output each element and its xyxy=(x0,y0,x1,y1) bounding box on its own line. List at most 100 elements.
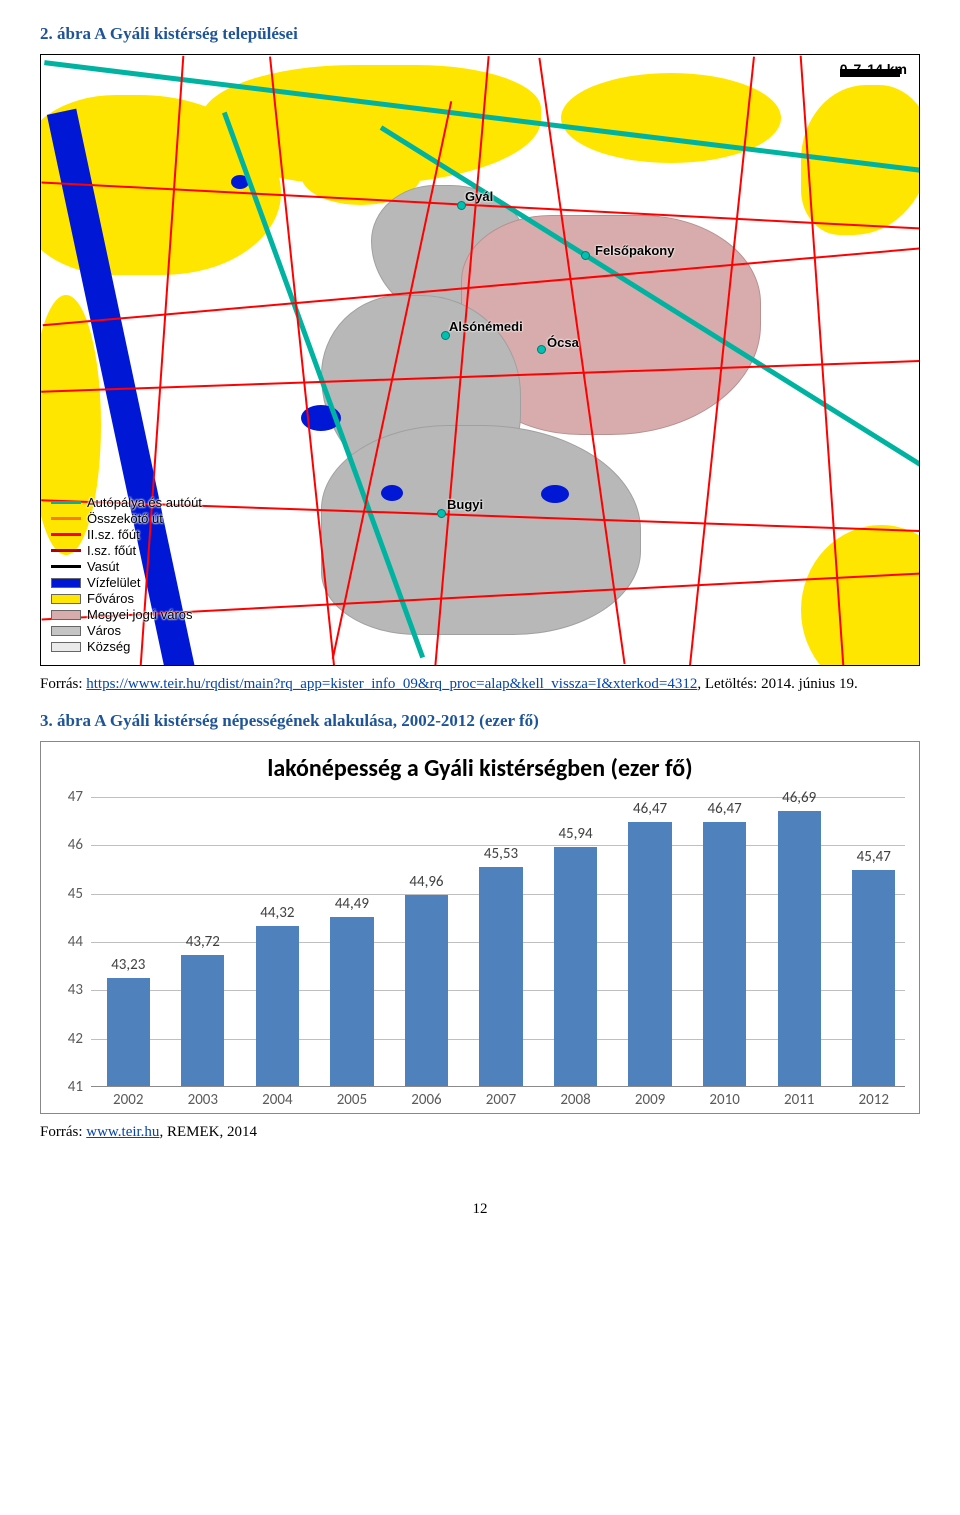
legend-row: Vízfelület xyxy=(51,575,202,590)
legend-swatch xyxy=(51,594,81,604)
legend-swatch xyxy=(51,626,81,636)
source-prefix: Forrás: xyxy=(40,1124,86,1140)
map-figure: 0 7 14 km Gyál Felsőpakony Alsónémedi xyxy=(40,54,920,666)
legend-row: II.sz. főút xyxy=(51,527,202,542)
settlement-node xyxy=(581,251,590,260)
figure2-source-link[interactable]: www.teir.hu xyxy=(86,1124,159,1140)
settlement-label: Gyál xyxy=(465,189,493,204)
bar xyxy=(554,847,597,1086)
legend-label: Összekötő út xyxy=(87,511,163,526)
figure2-heading: 3. ábra A Gyáli kistérség népességének a… xyxy=(40,711,920,731)
settlement-label: Felsőpakony xyxy=(595,243,674,258)
bar-value-label: 46,47 xyxy=(620,800,680,818)
source-suffix: , Letöltés: 2014. június 19. xyxy=(697,676,857,692)
bar xyxy=(181,955,224,1086)
bar xyxy=(628,822,671,1086)
source-prefix: Forrás: xyxy=(40,676,86,692)
figure1-source-link[interactable]: https://www.teir.hu/rqdist/main?rq_app=k… xyxy=(86,676,697,692)
settlement-node xyxy=(537,345,546,354)
x-tick-label: 2003 xyxy=(188,1091,218,1109)
water-area xyxy=(541,485,569,503)
legend-label: Megyei jogú város xyxy=(87,607,193,622)
bar-value-label: 44,32 xyxy=(247,904,307,922)
legend-swatch xyxy=(51,501,81,504)
settlement-label: Bugyi xyxy=(447,497,483,512)
legend-row: Főváros xyxy=(51,591,202,606)
y-tick-label: 42 xyxy=(49,1030,83,1048)
legend-label: II.sz. főút xyxy=(87,527,140,542)
x-tick-label: 2008 xyxy=(560,1091,590,1109)
bar-value-label: 46,47 xyxy=(695,800,755,818)
settlement-label: Ócsa xyxy=(547,335,579,350)
x-tick-label: 2007 xyxy=(486,1091,516,1109)
legend-swatch xyxy=(51,533,81,536)
bar xyxy=(778,811,821,1086)
bar xyxy=(852,870,895,1086)
scale-seg-2 xyxy=(840,69,900,77)
legend-row: Megyei jogú város xyxy=(51,607,202,622)
x-tick-label: 2005 xyxy=(337,1091,367,1109)
page-number: 12 xyxy=(40,1201,920,1218)
region-bugyi xyxy=(321,425,641,635)
y-tick-label: 41 xyxy=(49,1078,83,1096)
legend-label: Vasút xyxy=(87,559,119,574)
legend-swatch xyxy=(51,578,81,588)
x-tick-label: 2002 xyxy=(113,1091,143,1109)
plot-region: 4142434445464743,2343,7244,3244,4944,964… xyxy=(91,797,905,1087)
legend-row: Összekötő út xyxy=(51,511,202,526)
legend-row: I.sz. főút xyxy=(51,543,202,558)
chart-title: lakónépesség a Gyáli kistérségben (ezer … xyxy=(45,754,915,783)
bar-value-label: 45,94 xyxy=(546,825,606,843)
legend-swatch xyxy=(51,549,81,552)
source-suffix: , REMEK, 2014 xyxy=(159,1124,257,1140)
chart-plot-area: 4142434445464743,2343,7244,3244,4944,964… xyxy=(91,797,905,1109)
legend-swatch xyxy=(51,565,81,568)
population-chart: lakónépesség a Gyáli kistérségben (ezer … xyxy=(40,741,920,1114)
y-tick-label: 46 xyxy=(49,836,83,854)
legend-swatch xyxy=(51,642,81,652)
x-tick-label: 2011 xyxy=(784,1091,814,1109)
bar-value-label: 44,49 xyxy=(322,895,382,913)
y-tick-label: 44 xyxy=(49,933,83,951)
bar-value-label: 43,72 xyxy=(173,933,233,951)
bar xyxy=(703,822,746,1086)
bar-value-label: 44,96 xyxy=(396,873,456,891)
bar xyxy=(330,917,373,1086)
legend-label: Község xyxy=(87,639,130,654)
legend-swatch xyxy=(51,610,81,620)
legend-row: Vasút xyxy=(51,559,202,574)
x-tick-label: 2012 xyxy=(859,1091,889,1109)
figure2-source: Forrás: www.teir.hu, REMEK, 2014 xyxy=(40,1124,920,1141)
legend-row: Város xyxy=(51,623,202,638)
map-scale-bar: 0 7 14 km xyxy=(840,61,907,77)
y-tick-label: 43 xyxy=(49,981,83,999)
legend-label: I.sz. főút xyxy=(87,543,136,558)
y-tick-label: 45 xyxy=(49,885,83,903)
legend-label: Autópálya és autóút xyxy=(87,495,202,510)
bar xyxy=(107,978,150,1086)
bar xyxy=(256,926,299,1086)
urban-area xyxy=(801,525,920,666)
bar xyxy=(405,895,448,1086)
water-area xyxy=(381,485,403,501)
bar xyxy=(479,867,522,1086)
settlement-label: Alsónémedi xyxy=(449,319,523,334)
settlement-node xyxy=(437,509,446,518)
y-tick-label: 47 xyxy=(49,788,83,806)
figure1-title: 2. ábra A Gyáli kistérség települései xyxy=(40,24,920,44)
bar-value-label: 45,53 xyxy=(471,845,531,863)
legend-label: Főváros xyxy=(87,591,134,606)
map-legend: Autópálya és autóútÖsszekötő útII.sz. fő… xyxy=(51,494,202,655)
legend-row: Község xyxy=(51,639,202,654)
legend-label: Város xyxy=(87,623,121,638)
legend-label: Vízfelület xyxy=(87,575,140,590)
x-tick-label: 2010 xyxy=(709,1091,739,1109)
figure1-source: Forrás: https://www.teir.hu/rqdist/main?… xyxy=(40,676,920,693)
legend-swatch xyxy=(51,517,81,520)
bar-value-label: 46,69 xyxy=(769,789,829,807)
legend-row: Autópálya és autóút xyxy=(51,495,202,510)
x-tick-label: 2009 xyxy=(635,1091,665,1109)
bar-value-label: 45,47 xyxy=(844,848,904,866)
x-tick-label: 2006 xyxy=(411,1091,441,1109)
x-tick-label: 2004 xyxy=(262,1091,292,1109)
